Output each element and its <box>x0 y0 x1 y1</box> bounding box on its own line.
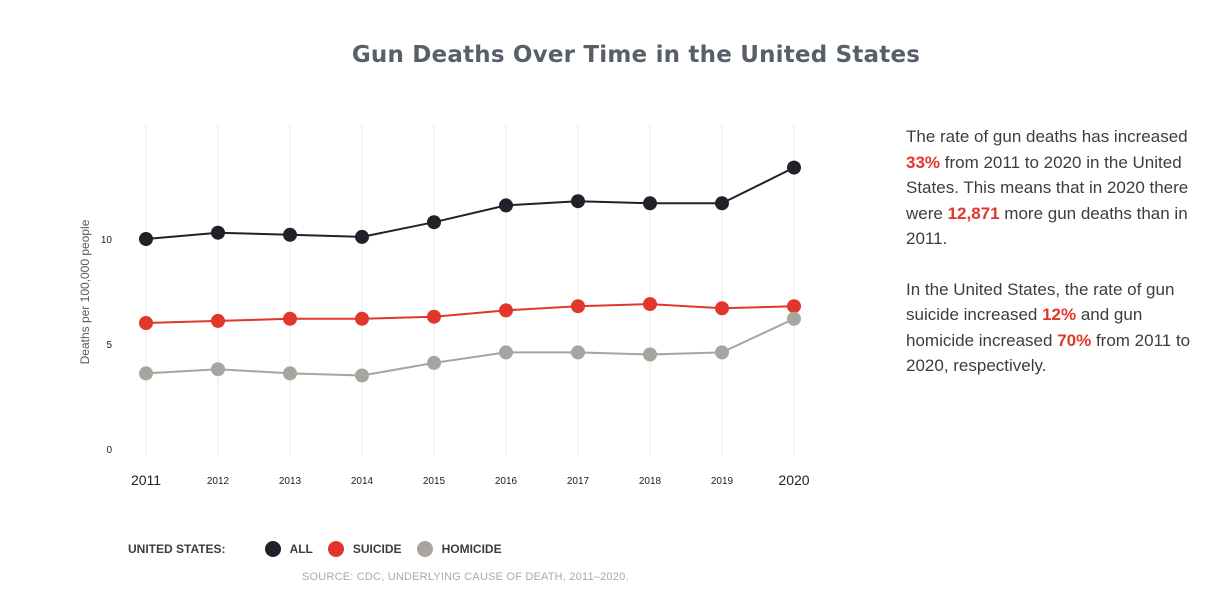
legend-lead: UNITED STATES: <box>128 542 226 556</box>
y-tick-label: 5 <box>106 340 112 351</box>
data-point-all <box>427 215 441 230</box>
x-tick-label: 2014 <box>351 476 374 487</box>
data-point-all <box>211 225 225 240</box>
data-point-homicide <box>499 345 513 360</box>
legend-dot-all <box>264 541 281 557</box>
data-point-suicide <box>211 313 225 328</box>
x-tick-label: 2012 <box>207 476 230 487</box>
chart-legend: UNITED STATES: ALL SUICIDE HOMICIDE <box>128 538 517 560</box>
legend-dot-homicide <box>416 541 433 557</box>
data-point-homicide <box>643 347 657 362</box>
data-point-homicide <box>139 366 153 381</box>
series-line-homicide <box>145 317 795 377</box>
series-points <box>139 160 801 383</box>
data-point-homicide <box>355 368 369 383</box>
data-point-suicide <box>643 297 657 312</box>
legend-item-suicide[interactable]: SUICIDE <box>327 541 402 557</box>
data-point-homicide <box>715 345 729 360</box>
highlight-percent-suicide: 12% <box>1042 305 1077 324</box>
highlight-percent-homicide: 70% <box>1057 330 1092 350</box>
data-point-suicide <box>283 311 297 326</box>
data-point-suicide <box>427 309 441 324</box>
summary-paragraph-1: The rate of gun deaths has increased 33%… <box>906 127 1189 248</box>
data-point-all <box>139 232 153 246</box>
data-point-suicide <box>571 299 585 314</box>
series-line-all <box>145 166 795 240</box>
data-point-all <box>643 196 657 211</box>
legend-item-all[interactable]: ALL <box>264 541 313 557</box>
data-point-suicide <box>715 301 729 316</box>
data-point-homicide <box>427 355 441 370</box>
data-point-all <box>715 196 729 211</box>
chart-title: Gun Deaths Over Time in the United State… <box>351 42 921 68</box>
x-tick-label: 2015 <box>423 476 446 487</box>
data-point-suicide <box>139 316 153 330</box>
x-tick-label: 2018 <box>639 476 662 487</box>
legend-dot-suicide <box>327 541 344 557</box>
y-axis-ticks: 0 5 10 <box>101 235 113 456</box>
highlight-death-count: 12,871 <box>947 203 1000 223</box>
highlight-percent-all: 33% <box>906 152 941 172</box>
gridlines <box>145 124 795 455</box>
data-point-suicide <box>787 299 801 314</box>
data-point-all <box>787 160 801 175</box>
data-point-suicide <box>499 303 513 318</box>
series-line-suicide <box>145 303 795 324</box>
data-point-all <box>499 198 513 213</box>
data-point-homicide <box>283 366 297 381</box>
data-point-homicide <box>787 311 801 326</box>
data-point-suicide <box>355 311 369 326</box>
data-point-all <box>283 227 297 242</box>
y-tick-label: 0 <box>106 445 112 456</box>
source-note: SOURCE: CDC, UNDERLYING CAUSE OF DEATH, … <box>302 571 629 583</box>
x-tick-label: 2017 <box>567 476 590 487</box>
x-tick-label: 2019 <box>711 476 734 487</box>
y-tick-label: 10 <box>101 235 113 246</box>
series-lines <box>145 166 795 377</box>
summary-paragraph-2: In the United States, the rate of gun su… <box>906 279 1191 376</box>
y-axis-label: Deaths per 100,000 people <box>78 219 92 364</box>
x-tick-label: 2020 <box>778 472 809 488</box>
x-axis-ticks: 2011 2012 2013 2014 2015 2016 2017 2018 2019 2020 <box>131 472 810 488</box>
x-tick-label: 2011 <box>131 472 161 488</box>
data-point-all <box>571 194 585 209</box>
x-tick-label: 2016 <box>495 476 518 487</box>
x-tick-label: 2013 <box>279 476 302 487</box>
data-point-homicide <box>211 362 225 377</box>
data-point-all <box>355 229 369 244</box>
data-point-homicide <box>571 345 585 360</box>
legend-item-homicide[interactable]: HOMICIDE <box>416 541 502 557</box>
summary-text: The rate of gun deaths has increased 33%… <box>906 124 1206 404</box>
